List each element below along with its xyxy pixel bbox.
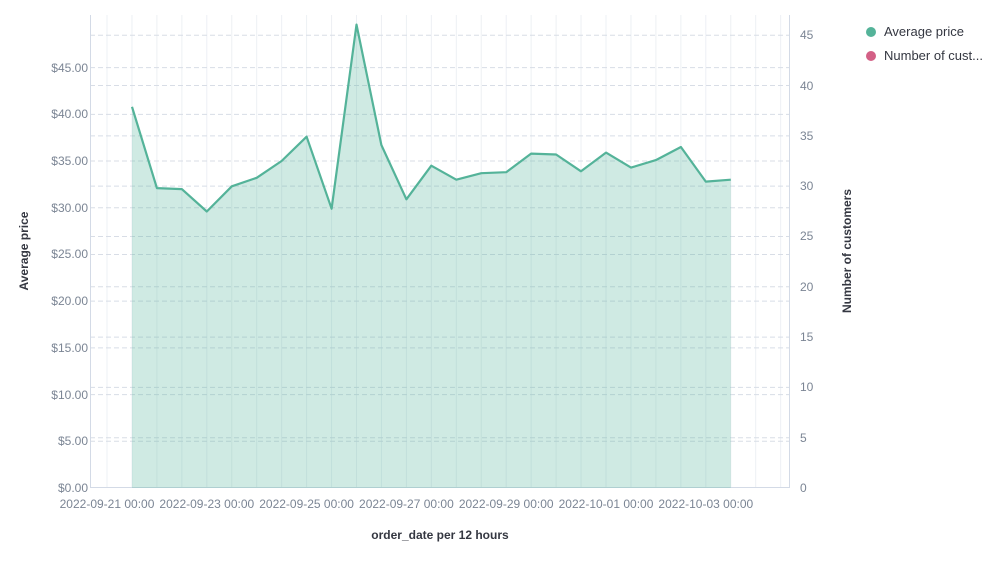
legend-label-average-price: Average price [884, 24, 964, 39]
y-axis-tick-left: $5.00 [57, 434, 88, 449]
y-axis-tick-left: $45.00 [51, 60, 88, 75]
x-axis-tick: 2022-10-01 00:00 [558, 497, 654, 511]
y-axis-tick-right: 20 [800, 279, 814, 294]
y-axis-tick-left: $15.00 [51, 340, 88, 355]
legend: Average price Number of cust... [866, 24, 983, 63]
x-axis-tick: 2022-09-29 00:00 [458, 497, 554, 511]
legend-dot-average-price-icon [866, 26, 876, 37]
y-axis-tick-left: $10.00 [51, 387, 88, 402]
y-axis-tick-left: $20.00 [51, 294, 88, 309]
y-axis-tick-right: 15 [800, 330, 814, 345]
y-axis-tick-right: 45 [800, 28, 814, 43]
y-axis-tick-left: $30.00 [51, 200, 88, 215]
legend-label-number-of-customers: Number of cust... [884, 48, 983, 63]
x-axis-tick: 2022-09-23 00:00 [159, 497, 255, 511]
y-axis-tick-right: 10 [800, 380, 814, 395]
y-axis-tick-left: $0.00 [57, 481, 88, 495]
y-axis-tick-right: 30 [800, 179, 814, 194]
x-axis-title: order_date per 12 hours [371, 528, 509, 542]
legend-dot-number-of-customers-icon [866, 50, 876, 61]
x-axis-tick: 2022-09-27 00:00 [359, 497, 454, 511]
y-axis-tick-right: 35 [800, 128, 814, 143]
y-axis-title-right: Number of customers [840, 188, 854, 314]
legend-item-number-of-customers[interactable]: Number of cust... [866, 48, 983, 63]
y-axis-tick-right: 25 [800, 229, 814, 244]
plot-area[interactable] [90, 15, 790, 488]
y-axis-tick-left: $25.00 [51, 247, 88, 262]
y-axis-title-left: Average price [17, 211, 31, 291]
area-chart-svg [90, 15, 790, 488]
y-axis-tick-right: 5 [800, 430, 807, 445]
y-axis-tick-left: $40.00 [51, 107, 88, 122]
x-axis-tick: 2022-10-03 00:00 [658, 497, 754, 511]
legend-item-average-price[interactable]: Average price [866, 24, 983, 39]
y-axis-tick-right: 0 [800, 481, 807, 495]
y-axis-tick-right: 40 [800, 78, 814, 93]
x-axis-tick: 2022-09-25 00:00 [259, 497, 354, 511]
x-axis-tick: 2022-09-21 00:00 [59, 497, 155, 511]
y-axis-tick-left: $35.00 [51, 154, 88, 169]
